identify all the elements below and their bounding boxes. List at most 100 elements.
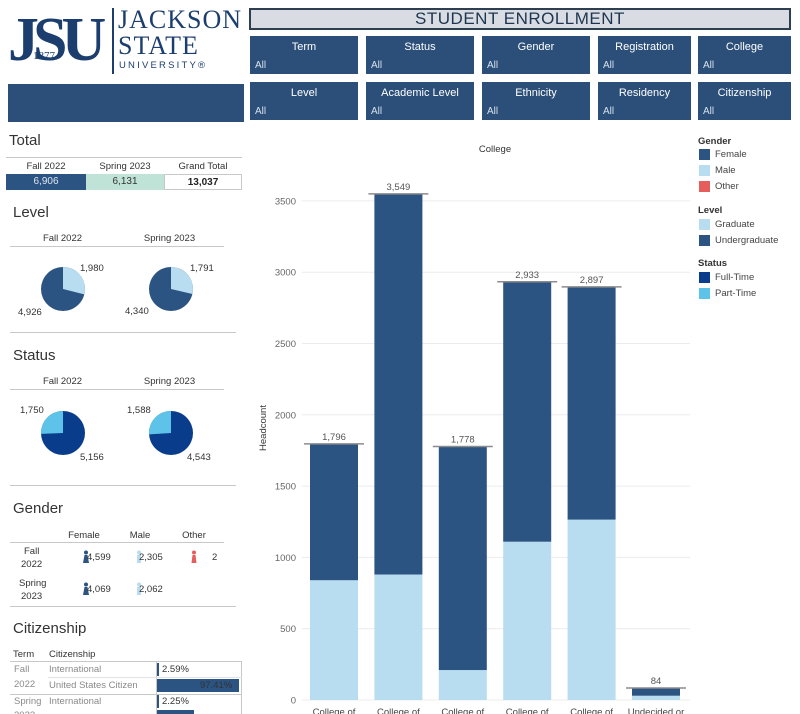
logo-state: STATE xyxy=(118,31,199,60)
filter-registration-label: Registration xyxy=(615,41,674,53)
status-header-fall: Fall 2022 xyxy=(42,376,83,387)
other-person-icon xyxy=(191,550,197,563)
total-fall-cell[interactable]: 6,906 xyxy=(6,174,86,190)
total-spring-cell[interactable]: 6,131 xyxy=(86,174,164,190)
bar-total-label: 84 xyxy=(651,676,662,687)
bar-undergraduate[interactable] xyxy=(567,286,616,520)
filter-college-value: All xyxy=(703,60,715,71)
bar-total-label: 1,778 xyxy=(451,434,475,445)
chart-x-tick-label: College of xyxy=(570,707,613,714)
bar-total-label: 1,796 xyxy=(322,432,346,443)
citizenship-row-1-bar[interactable] xyxy=(157,663,159,676)
bar-undergraduate[interactable] xyxy=(310,443,358,581)
filter-level-label: Level xyxy=(290,87,318,99)
filter-ethnicity[interactable]: Ethnicity All xyxy=(482,82,590,120)
male-person-icon xyxy=(137,550,141,563)
filter-academic-level[interactable]: Academic Level All xyxy=(366,82,474,120)
chart-y-tick-label: 500 xyxy=(280,624,296,635)
female-person-icon xyxy=(83,582,89,595)
citizenship-row-1-label: International xyxy=(49,664,102,675)
gender-bottom-rule xyxy=(10,606,236,607)
citizenship-row-4-bar-partial xyxy=(157,710,194,714)
status-pie-spring[interactable] xyxy=(148,410,194,456)
citizenship-title: Citizenship xyxy=(13,620,87,637)
status-spring-part-time-label: 1,588 xyxy=(127,405,151,416)
logo-mark: JSU xyxy=(8,6,106,74)
citizenship-row-3-term-b: 2023 xyxy=(14,710,35,714)
level-pie-spring-graduate[interactable] xyxy=(171,267,193,294)
chart-y-tick-label: 1500 xyxy=(275,482,296,493)
bar-undergraduate[interactable] xyxy=(438,446,487,671)
filter-term-label: Term xyxy=(291,41,317,53)
bar-graduate[interactable] xyxy=(438,670,487,700)
gender-header-female: Female xyxy=(68,530,100,541)
filter-citizenship[interactable]: Citizenship All xyxy=(698,82,791,120)
status-pie-fall[interactable] xyxy=(40,410,86,456)
chart-bars[interactable] xyxy=(310,193,680,700)
bar-undergraduate[interactable] xyxy=(503,281,552,542)
total-grand-cell[interactable]: 13,037 xyxy=(164,174,242,190)
bar-graduate[interactable] xyxy=(310,580,358,700)
left-header-band xyxy=(8,84,244,122)
bar-graduate[interactable] xyxy=(632,695,680,700)
level-header-rule xyxy=(10,246,224,247)
citizenship-row-3-term-a: Spring xyxy=(14,696,42,707)
filter-residency-label: Residency xyxy=(618,87,671,99)
filter-registration[interactable]: Registration All xyxy=(598,36,691,74)
filter-term[interactable]: Term All xyxy=(250,36,358,74)
bar-graduate[interactable] xyxy=(374,574,423,700)
filter-level[interactable]: Level All xyxy=(250,82,358,120)
legend-part-time-swatch xyxy=(699,288,710,299)
chart-y-tick-label: 0 xyxy=(291,696,296,707)
chart-x-tick-label: College of xyxy=(441,707,484,714)
status-pie-spring-part-time[interactable] xyxy=(148,410,171,435)
legend-full-time-swatch xyxy=(699,272,710,283)
filter-residency[interactable]: Residency All xyxy=(598,82,691,120)
gender-header-rule xyxy=(10,542,224,543)
filter-citizenship-value: All xyxy=(703,106,715,117)
level-header-spring: Spring 2023 xyxy=(143,233,196,244)
level-title: Level xyxy=(13,204,49,221)
citizenship-row-1-pct: 2.59% xyxy=(162,664,189,675)
citizenship-row-3-pct: 2.25% xyxy=(162,696,189,707)
filter-college[interactable]: College All xyxy=(698,36,791,74)
bar-graduate[interactable] xyxy=(503,541,552,700)
filter-gender[interactable]: Gender All xyxy=(482,36,590,74)
chart-x-tick-label: College of xyxy=(506,707,549,714)
level-header-fall: Fall 2022 xyxy=(42,233,83,244)
gender-header-male: Male xyxy=(129,530,151,541)
level-pie-fall-graduate[interactable] xyxy=(63,267,85,295)
level-pie-fall[interactable] xyxy=(40,266,86,312)
citizenship-pct-frame xyxy=(156,661,242,714)
legend-full-time-label: Full-Time xyxy=(715,272,755,283)
citizenship-row-1-term-a: Fall xyxy=(14,664,30,675)
chart-x-tick-label: College of xyxy=(313,707,356,714)
citizenship-row-3-bar[interactable] xyxy=(157,695,159,708)
level-spring-graduate-label: 1,791 xyxy=(190,263,214,274)
logo-year: 1877 xyxy=(33,50,55,62)
bar-graduate[interactable] xyxy=(567,519,616,700)
citizenship-row-divider xyxy=(48,677,242,678)
level-fall-graduate-label: 1,980 xyxy=(80,263,104,274)
level-pie-spring[interactable] xyxy=(148,266,194,312)
total-header-grand: Grand Total xyxy=(178,161,228,172)
chart-y-tick-label: 2000 xyxy=(275,410,296,421)
chart-gridlines xyxy=(302,200,690,701)
bar-undergraduate[interactable] xyxy=(374,193,423,575)
status-fall-part-time-label: 1,750 xyxy=(20,405,44,416)
citizenship-row-2-pct: 97.41% xyxy=(200,680,233,691)
total-header-fall: Fall 2022 xyxy=(26,161,66,172)
filter-gender-value: All xyxy=(487,60,499,71)
bar-undergraduate[interactable] xyxy=(632,688,680,696)
chart-y-tick-label: 3500 xyxy=(275,196,296,207)
legend-male-swatch xyxy=(699,165,710,176)
chart-x-tick-label: Undecided or xyxy=(628,707,685,714)
gender-row-2-female: 4,069 xyxy=(87,584,111,595)
filter-status[interactable]: Status All xyxy=(366,36,474,74)
filter-academic-level-label: Academic Level xyxy=(381,87,459,99)
status-pie-fall-part-time[interactable] xyxy=(40,411,63,434)
total-header-spring: Spring 2023 xyxy=(99,161,151,172)
citizenship-row-2-bar[interactable] xyxy=(157,679,239,692)
citizenship-row-2-label: United States Citizen xyxy=(49,680,138,691)
